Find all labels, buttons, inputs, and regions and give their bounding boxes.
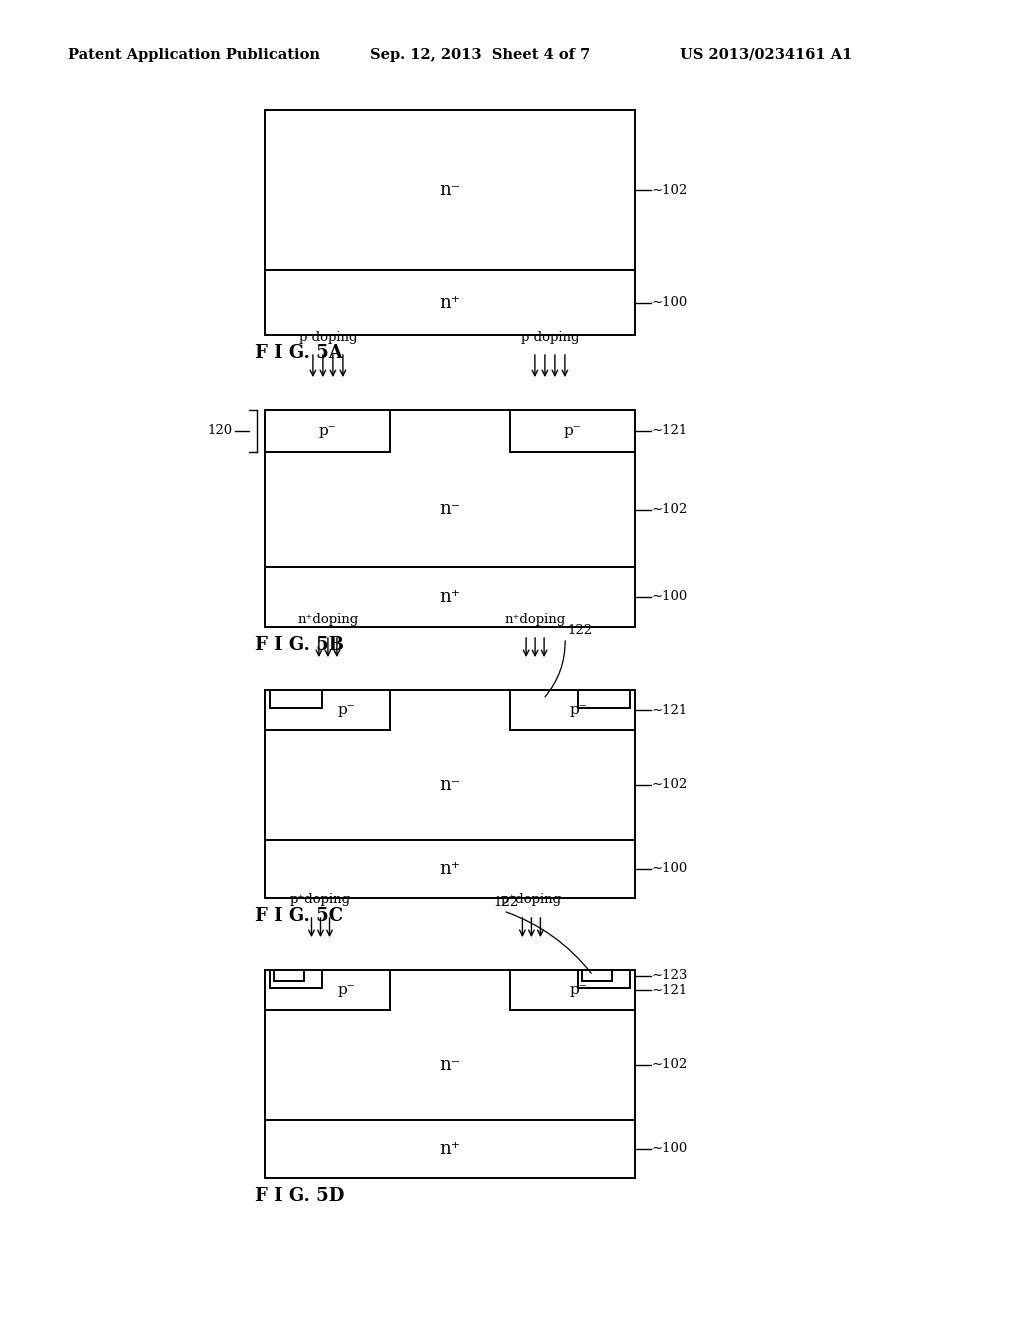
Text: n⁻: n⁻ <box>439 500 461 519</box>
Text: ∼121: ∼121 <box>652 983 688 997</box>
Text: ∼123: ∼123 <box>652 969 688 982</box>
Text: p⁻: p⁻ <box>563 424 582 438</box>
Text: Sep. 12, 2013  Sheet 4 of 7: Sep. 12, 2013 Sheet 4 of 7 <box>370 48 590 62</box>
Text: US 2013/0234161 A1: US 2013/0234161 A1 <box>680 48 852 62</box>
Bar <box>265 411 390 451</box>
Text: p⁺doping: p⁺doping <box>290 894 351 907</box>
Bar <box>578 970 630 987</box>
Bar <box>265 690 390 730</box>
Text: F I G. 5D: F I G. 5D <box>255 1187 344 1205</box>
Bar <box>510 970 635 1010</box>
Bar <box>265 411 635 568</box>
Text: p⁻: p⁻ <box>337 704 355 717</box>
Bar <box>578 690 630 708</box>
Text: ∼100: ∼100 <box>652 862 688 875</box>
Bar <box>265 690 635 840</box>
Text: p doping: p doping <box>520 330 580 343</box>
Text: n⁺: n⁺ <box>439 293 461 312</box>
Bar <box>265 970 390 1010</box>
Text: p⁻: p⁻ <box>318 424 336 438</box>
Text: 122: 122 <box>494 896 518 909</box>
Text: n⁺: n⁺ <box>439 1140 461 1158</box>
Text: ∼102: ∼102 <box>652 779 688 792</box>
Text: n⁺doping: n⁺doping <box>505 614 565 627</box>
Bar <box>274 970 304 981</box>
Text: n⁻: n⁻ <box>439 1056 461 1074</box>
Text: ∼121: ∼121 <box>652 425 688 437</box>
Bar <box>265 110 635 271</box>
Text: n⁺: n⁺ <box>439 861 461 878</box>
Text: n⁺: n⁺ <box>439 587 461 606</box>
Text: n⁻: n⁻ <box>439 776 461 795</box>
Text: F I G. 5B: F I G. 5B <box>255 636 344 653</box>
Text: ∼102: ∼102 <box>652 1059 688 1072</box>
Bar <box>582 970 612 981</box>
Text: F I G. 5C: F I G. 5C <box>255 907 343 925</box>
Bar <box>265 568 635 627</box>
Text: ∼102: ∼102 <box>652 183 688 197</box>
Bar <box>265 271 635 335</box>
Text: ∼100: ∼100 <box>652 590 688 603</box>
Text: n⁺doping: n⁺doping <box>297 614 358 627</box>
Bar <box>265 970 635 1119</box>
Bar <box>510 690 635 730</box>
Text: ∼102: ∼102 <box>652 503 688 516</box>
Text: 122: 122 <box>567 623 592 636</box>
Text: p⁻: p⁻ <box>337 983 355 997</box>
Text: F I G. 5A: F I G. 5A <box>255 345 343 362</box>
Bar <box>265 1119 635 1177</box>
Text: p⁻: p⁻ <box>570 983 588 997</box>
Text: 120: 120 <box>208 425 233 437</box>
Text: ∼121: ∼121 <box>652 704 688 717</box>
Bar <box>270 690 322 708</box>
Bar <box>270 970 322 987</box>
Text: p⁻: p⁻ <box>570 704 588 717</box>
Text: Patent Application Publication: Patent Application Publication <box>68 48 319 62</box>
Text: ∼100: ∼100 <box>652 1143 688 1155</box>
Bar <box>265 840 635 898</box>
Bar <box>510 411 635 451</box>
Text: ∼100: ∼100 <box>652 296 688 309</box>
Text: p doping: p doping <box>299 330 357 343</box>
Text: n⁻: n⁻ <box>439 181 461 199</box>
Text: p⁺doping: p⁺doping <box>501 894 562 907</box>
